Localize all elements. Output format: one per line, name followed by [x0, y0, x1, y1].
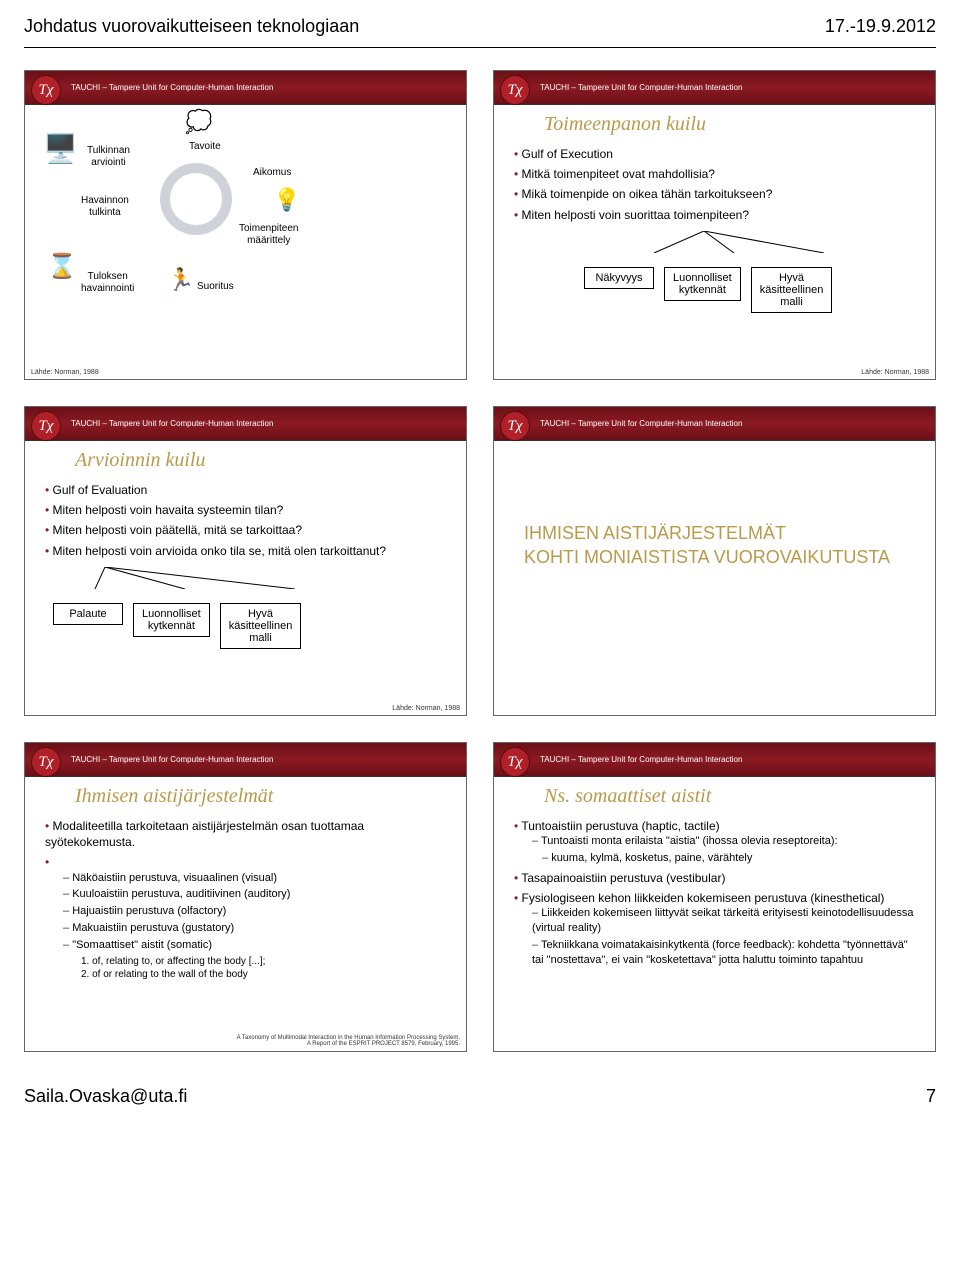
- slide-body: Tuntoaistiin perustuva (haptic, tactile)…: [494, 814, 935, 976]
- sub-bullet: Makuaistiin perustuva (gustatory): [63, 921, 452, 936]
- hourglass-icon: ⌛: [47, 255, 77, 279]
- box: Luonnollisetkytkennät: [664, 267, 741, 301]
- box: Hyväkäsitteellinenmalli: [751, 267, 833, 313]
- somatic-def-1: 1. of, relating to, or affecting the bod…: [81, 955, 452, 969]
- title-line2: KOHTI MONIAISTISTA VUOROVAIKUTUSTA: [524, 545, 905, 569]
- slide-body: Modaliteetilla tarkoitetaan aistijärjest…: [25, 814, 466, 990]
- bullet: Miten helposti voin arvioida onko tila s…: [45, 543, 452, 559]
- bullet: Miten helposti voin päätellä, mitä se ta…: [45, 522, 452, 538]
- slide-header: Tχ TAUCHI – Tampere Unit for Computer-Hu…: [494, 71, 935, 105]
- slide-sensory-systems: Tχ TAUCHI – Tampere Unit for Computer-Hu…: [24, 742, 467, 1052]
- slide-grid: Tχ TAUCHI – Tampere Unit for Computer-Hu…: [24, 70, 936, 1052]
- tauchi-logo: Tχ: [31, 411, 61, 441]
- bullet: Tasapainoaistiin perustuva (vestibular): [514, 870, 921, 886]
- slide-title: Toimeenpanon kuilu: [544, 113, 935, 136]
- fanout-lines: [85, 567, 345, 589]
- header-rule: [24, 47, 936, 48]
- cycle-arrow-2: [150, 153, 242, 245]
- box: Luonnollisetkytkennät: [133, 603, 210, 637]
- fanout-lines: [644, 231, 864, 253]
- title-block: IHMISEN AISTIJÄRJESTELMÄT KOHTI MONIAIST…: [524, 521, 905, 570]
- slide-body: Gulf of Evaluation Miten helposti voin h…: [25, 478, 466, 567]
- bullet: Gulf of Evaluation: [45, 482, 452, 498]
- slide-body: Gulf of Execution Mitkä toimenpiteet ova…: [494, 142, 935, 231]
- page: Johdatus vuorovaikutteiseen teknologiaan…: [0, 0, 960, 1131]
- slide-header: Tχ TAUCHI – Tampere Unit for Computer-Hu…: [25, 743, 466, 777]
- tauchi-logo: Tχ: [500, 75, 530, 105]
- box-row: Näkyvyys Luonnollisetkytkennät Hyväkäsit…: [584, 267, 935, 313]
- sub-bullet: Liikkeiden kokemiseen liittyvät seikat t…: [532, 906, 921, 936]
- bullet-head: Fysiologiseen kehon liikkeiden kokemisee…: [522, 891, 885, 905]
- tauchi-logo: Tχ: [31, 747, 61, 777]
- slide-title: Ns. somaattiset aistit: [544, 785, 935, 808]
- somatic-def-2: 2. of or relating to the wall of the bod…: [81, 968, 452, 982]
- lbl-tuloksen: Tuloksenhavainnointi: [81, 271, 134, 295]
- lbl-toimenpiteen: Toimenpiteenmäärittely: [239, 223, 298, 247]
- slide-senses-title: Tχ TAUCHI – Tampere Unit for Computer-Hu…: [493, 406, 936, 716]
- slide-title: Arvioinnin kuilu: [75, 449, 466, 472]
- slide-title: Ihmisen aistijärjestelmät: [75, 785, 466, 808]
- source-norman: Lähde: Norman, 1988: [861, 369, 929, 376]
- sub-bullet: kuuma, kylmä, kosketus, paine, värähtely: [542, 851, 921, 866]
- header-text: TAUCHI – Tampere Unit for Computer-Human…: [540, 419, 742, 428]
- slide-execution-gulf: Tχ TAUCHI – Tampere Unit for Computer-Hu…: [493, 70, 936, 380]
- bullet: Miten helposti voin suorittaa toimenpite…: [514, 207, 921, 223]
- slide-header: Tχ TAUCHI – Tampere Unit for Computer-Hu…: [25, 71, 466, 105]
- fanout: [644, 231, 935, 253]
- title-line1: IHMISEN AISTIJÄRJESTELMÄT: [524, 521, 905, 545]
- lbl-havainnon: Havainnontulkinta: [81, 195, 129, 219]
- tauchi-logo: Tχ: [500, 747, 530, 777]
- bullet: Tuntoaistiin perustuva (haptic, tactile)…: [514, 818, 921, 866]
- sub-bullet: Kuuloaistiin perustuva, auditiivinen (au…: [63, 887, 452, 902]
- bullet-lead: Modaliteetilla tarkoitetaan aistijärjest…: [45, 818, 452, 850]
- box: Hyväkäsitteellinenmalli: [220, 603, 302, 649]
- sub-bullet: Näköaistiin perustuva, visuaalinen (visu…: [63, 871, 452, 886]
- slide-header: Tχ TAUCHI – Tampere Unit for Computer-Hu…: [494, 407, 935, 441]
- tauchi-logo: Tχ: [500, 411, 530, 441]
- slide-process: Tχ TAUCHI – Tampere Unit for Computer-Hu…: [24, 70, 467, 380]
- sub-bullet: Tekniikkana voimatakaisinkytkentä (force…: [532, 938, 921, 968]
- source-norman: Lähde: Norman, 1988: [392, 705, 460, 712]
- fanout: [85, 567, 466, 589]
- header-text: TAUCHI – Tampere Unit for Computer-Human…: [71, 83, 273, 92]
- bullet: Gulf of Execution: [514, 146, 921, 162]
- footer-right: 7: [926, 1086, 936, 1107]
- bullet: Mitkä toimenpiteet ovat mahdollisia?: [514, 166, 921, 182]
- box: Näkyvyys: [584, 267, 654, 289]
- header-text: TAUCHI – Tampere Unit for Computer-Human…: [71, 755, 273, 764]
- lbl-suoritus: Suoritus: [197, 281, 234, 293]
- source-norman: Lähde: Norman, 1988: [31, 369, 99, 376]
- page-header: Johdatus vuorovaikutteiseen teknologiaan…: [24, 16, 936, 37]
- box-row: Palaute Luonnollisetkytkennät Hyväkäsitt…: [53, 603, 466, 649]
- process-diagram: 🖥️ 💭 💡 ⌛ 🏃 Tulkinnanarviointi Havainnont…: [25, 105, 466, 345]
- header-text: TAUCHI – Tampere Unit for Computer-Human…: [71, 419, 273, 428]
- thought-icon: 💭: [185, 111, 212, 133]
- box: Palaute: [53, 603, 123, 625]
- slide-header: Tχ TAUCHI – Tampere Unit for Computer-Hu…: [494, 743, 935, 777]
- source-esprit: A Taxonomy of Multimodal Interaction in …: [237, 1035, 460, 1048]
- footer-left: Saila.Ovaska@uta.fi: [24, 1086, 187, 1107]
- tauchi-logo: Tχ: [31, 75, 61, 105]
- bullet-head: Tuntoaistiin perustuva (haptic, tactile): [521, 819, 719, 833]
- slide-header: Tχ TAUCHI – Tampere Unit for Computer-Hu…: [25, 407, 466, 441]
- monitor-icon: 🖥️: [43, 135, 78, 163]
- sub-bullet: Tuntoaisti monta erilaista "aistia" (iho…: [532, 834, 921, 849]
- header-left: Johdatus vuorovaikutteiseen teknologiaan: [24, 16, 359, 37]
- lbl-tulkinnan: Tulkinnanarviointi: [87, 145, 130, 169]
- sub-bullet: Hajuaistiin perustuva (olfactory): [63, 904, 452, 919]
- runner-icon: 🏃: [167, 269, 194, 291]
- lbl-aikomus: Aikomus: [253, 167, 291, 179]
- slide-somatic-senses: Tχ TAUCHI – Tampere Unit for Computer-Hu…: [493, 742, 936, 1052]
- slide-evaluation-gulf: Tχ TAUCHI – Tampere Unit for Computer-Hu…: [24, 406, 467, 716]
- bullet: Fysiologiseen kehon liikkeiden kokemisee…: [514, 890, 921, 968]
- sub-bullet: "Somaattiset" aistit (somatic): [63, 938, 452, 953]
- header-right: 17.-19.9.2012: [825, 16, 936, 37]
- idea-icon: 💡: [273, 189, 300, 211]
- lbl-tavoite: Tavoite: [189, 141, 221, 153]
- header-text: TAUCHI – Tampere Unit for Computer-Human…: [540, 83, 742, 92]
- page-footer: Saila.Ovaska@uta.fi 7: [24, 1086, 936, 1107]
- header-text: TAUCHI – Tampere Unit for Computer-Human…: [540, 755, 742, 764]
- bullet: Miten helposti voin havaita systeemin ti…: [45, 502, 452, 518]
- bullet: Mikä toimenpide on oikea tähän tarkoituk…: [514, 186, 921, 202]
